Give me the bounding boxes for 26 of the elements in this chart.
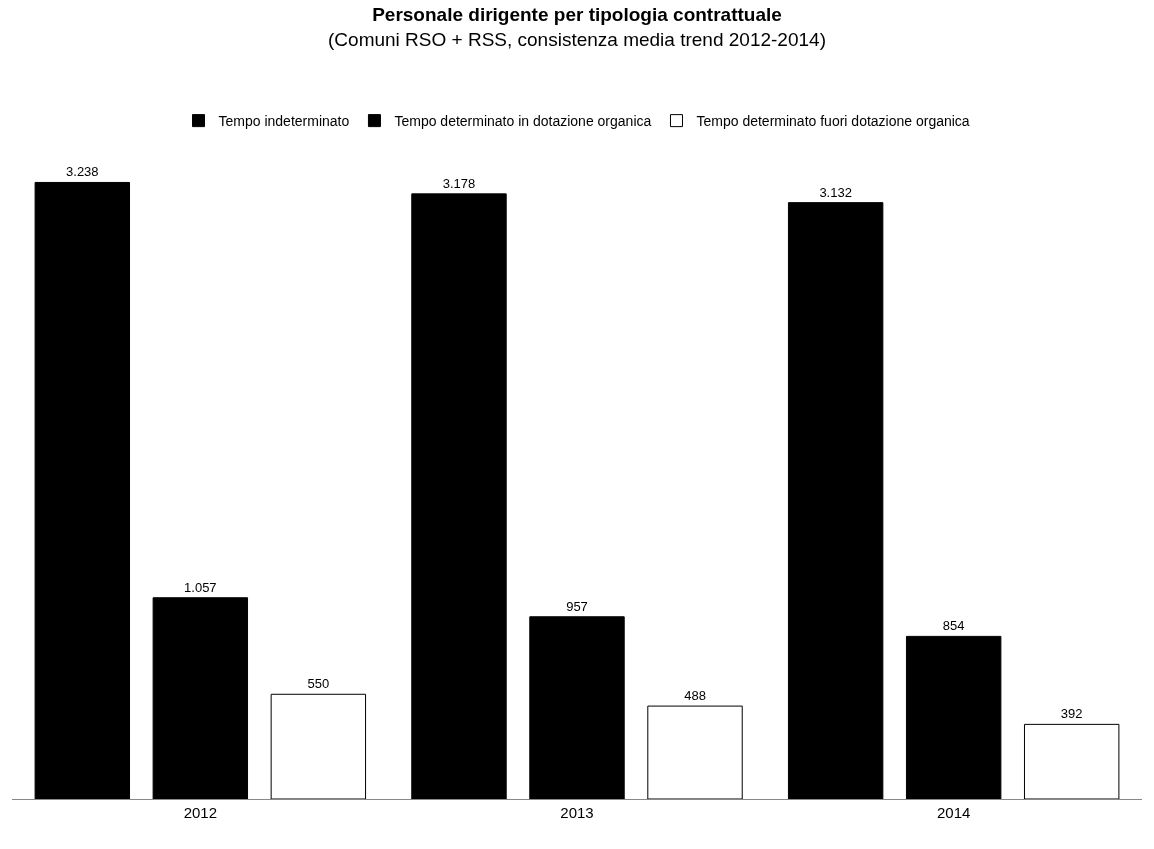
data-label: 957 <box>566 598 588 614</box>
bar <box>152 597 249 799</box>
data-label: 488 <box>684 688 706 704</box>
bar <box>647 705 743 799</box>
legend-label: Tempo indeterminato <box>218 113 350 130</box>
data-label: 1.057 <box>184 579 217 595</box>
bar <box>905 635 1002 799</box>
chart-title: Personale dirigente per tipologia contrattuale <box>372 4 782 26</box>
bar <box>411 193 507 799</box>
x-tick-label: 2012 <box>183 804 218 821</box>
data-label: 3.178 <box>442 175 476 191</box>
bar <box>270 693 367 799</box>
x-tick-label: 2013 <box>560 804 594 821</box>
legend-label: Tempo determinato in dotazione organica <box>394 113 652 130</box>
chart-subtitle: (Comuni RSO + RSS, consistenza media trend 2012-2014) <box>328 28 826 50</box>
data-label: 3.238 <box>66 164 99 180</box>
bar <box>529 616 625 799</box>
data-label: 550 <box>307 676 330 692</box>
legend-label: Tempo determinato fuori dotazione organica <box>696 113 970 130</box>
data-label: 392 <box>1060 706 1083 722</box>
data-label: 854 <box>942 618 965 634</box>
bar <box>787 202 884 799</box>
bar <box>34 181 131 799</box>
bar <box>1023 723 1120 799</box>
data-label: 3.132 <box>819 184 852 200</box>
x-tick-label: 2014 <box>936 804 971 821</box>
